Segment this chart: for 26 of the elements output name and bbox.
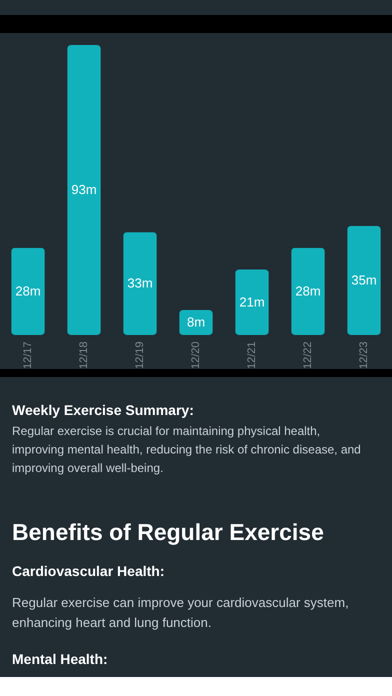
x-tick-label: 12/18 bbox=[78, 342, 90, 370]
bar bbox=[235, 270, 269, 335]
text: Benefits of Regular Exercise bbox=[12, 519, 324, 545]
bar bbox=[67, 45, 101, 335]
data-label: 33m bbox=[127, 276, 153, 291]
text: Mental Health: bbox=[12, 651, 108, 667]
bar bbox=[11, 248, 45, 335]
text: Regular exercise is crucial for maintaining physical health, improving mental health, reducing the risk of chronic disease, and improving overall well-being. bbox=[12, 424, 361, 476]
x-tick-label: 12/22 bbox=[302, 342, 314, 370]
data-label: 28m bbox=[15, 283, 41, 298]
x-tick-label: 12/20 bbox=[190, 342, 202, 370]
text: Regular exercise can improve your cardiovascular system, enhancing heart and lung function. bbox=[12, 595, 349, 630]
bar bbox=[347, 226, 381, 335]
x-tick-label: 12/23 bbox=[358, 342, 370, 370]
text: Cardiovascular Health: bbox=[12, 563, 164, 579]
data-label: 35m bbox=[351, 272, 377, 288]
bar bbox=[291, 248, 325, 335]
text: Weekly Exercise Summary: bbox=[12, 402, 194, 418]
x-tick-label: 12/21 bbox=[246, 342, 258, 370]
x-tick-label: 12/19 bbox=[134, 342, 146, 370]
data-label: 93m bbox=[71, 182, 97, 197]
data-label: 21m bbox=[239, 294, 265, 310]
data-label: 28m bbox=[295, 283, 321, 298]
bar bbox=[123, 232, 157, 335]
x-tick-label: 12/17 bbox=[22, 342, 34, 370]
data-label: 8m bbox=[186, 314, 206, 330]
